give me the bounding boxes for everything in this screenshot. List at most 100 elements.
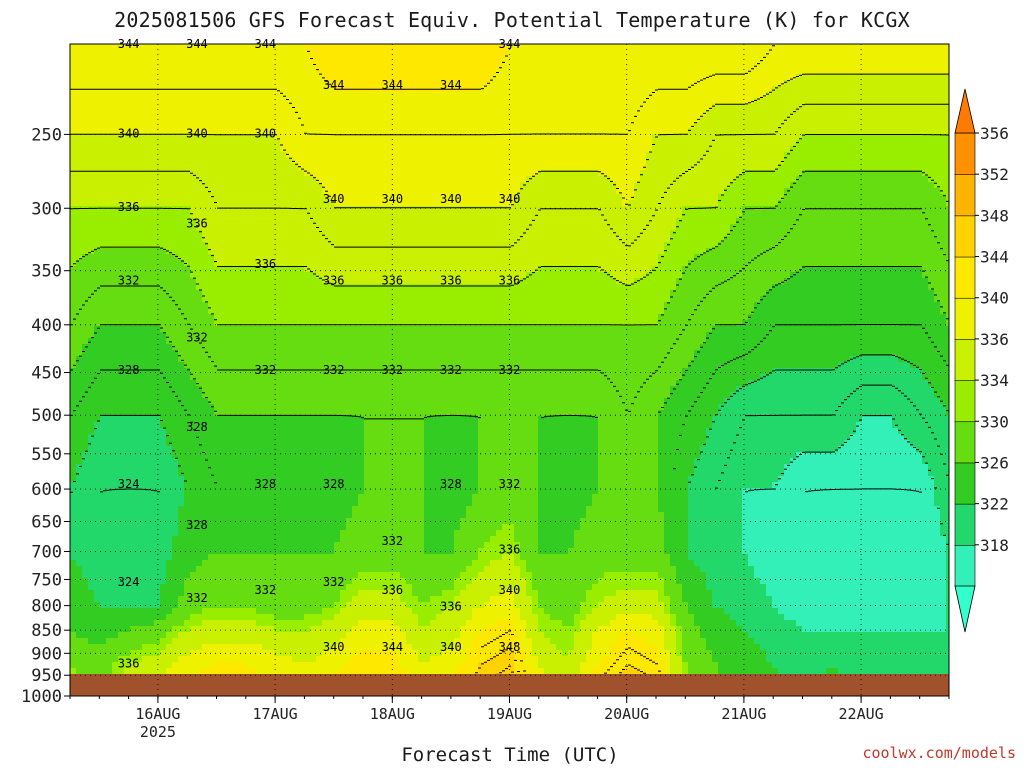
heat-cell bbox=[220, 224, 227, 231]
heat-cell bbox=[82, 74, 89, 81]
heat-cell bbox=[118, 74, 125, 81]
heat-cell bbox=[790, 236, 797, 243]
heat-cell bbox=[106, 230, 113, 237]
heat-cell bbox=[472, 158, 479, 165]
heat-cell bbox=[844, 206, 851, 213]
heat-cell bbox=[766, 182, 773, 189]
heat-cell bbox=[190, 104, 197, 111]
heat-cell bbox=[754, 224, 761, 231]
heat-cell bbox=[760, 50, 767, 57]
heat-cell bbox=[880, 116, 887, 123]
heat-cell bbox=[844, 62, 851, 69]
heat-cell bbox=[430, 134, 437, 141]
heat-cell bbox=[838, 170, 845, 177]
heat-cell bbox=[946, 116, 949, 123]
heat-cell bbox=[778, 206, 785, 213]
heat-cell bbox=[658, 164, 665, 171]
heat-cell bbox=[742, 152, 749, 159]
heat-cell bbox=[358, 152, 365, 159]
heat-cell bbox=[778, 104, 785, 111]
heat-cell bbox=[466, 146, 473, 153]
heat-cell bbox=[862, 230, 869, 237]
heat-cell bbox=[286, 218, 293, 225]
heat-cell bbox=[682, 116, 689, 123]
heat-cell bbox=[526, 98, 533, 105]
heat-cell bbox=[700, 224, 707, 231]
heat-cell bbox=[298, 218, 305, 225]
heat-cell bbox=[622, 176, 629, 183]
heat-cell bbox=[484, 140, 491, 147]
heat-cell bbox=[616, 158, 623, 165]
heat-cell bbox=[934, 188, 941, 195]
heat-cell bbox=[916, 74, 923, 81]
heat-cell bbox=[304, 152, 311, 159]
heat-cell bbox=[154, 164, 161, 171]
heat-cell bbox=[148, 128, 155, 135]
heat-cell bbox=[496, 158, 503, 165]
heat-cell bbox=[658, 200, 665, 207]
heat-cell bbox=[658, 206, 665, 213]
heat-cell bbox=[832, 128, 839, 135]
heat-cell bbox=[880, 212, 887, 219]
heat-cell bbox=[592, 44, 599, 51]
heat-cell bbox=[496, 176, 503, 183]
heat-cell bbox=[946, 50, 949, 57]
heat-cell bbox=[340, 218, 347, 225]
heat-cell bbox=[370, 200, 377, 207]
heat-cell bbox=[694, 80, 701, 87]
heat-cell bbox=[556, 158, 563, 165]
heat-cell bbox=[94, 170, 101, 177]
heat-cell bbox=[328, 188, 335, 195]
heat-cell bbox=[748, 146, 755, 153]
heat-cell bbox=[352, 44, 359, 51]
heat-cell bbox=[94, 128, 101, 135]
heat-cell bbox=[472, 152, 479, 159]
heat-cell bbox=[676, 134, 683, 141]
heat-cell bbox=[898, 50, 905, 57]
heat-cell bbox=[712, 86, 719, 93]
heat-cell bbox=[220, 182, 227, 189]
heat-cell bbox=[844, 128, 851, 135]
heat-cell bbox=[778, 92, 785, 99]
heat-cell bbox=[760, 158, 767, 165]
heat-cell bbox=[316, 218, 323, 225]
heat-cell bbox=[184, 188, 191, 195]
heat-cell bbox=[310, 164, 317, 171]
heat-cell bbox=[100, 182, 107, 189]
heat-cell bbox=[292, 92, 299, 99]
heat-cell bbox=[442, 68, 449, 75]
heat-cell bbox=[166, 182, 173, 189]
heat-cell bbox=[838, 86, 845, 93]
heat-cell bbox=[532, 152, 539, 159]
heat-cell bbox=[682, 230, 689, 237]
heat-cell bbox=[532, 188, 539, 195]
heat-cell bbox=[100, 146, 107, 153]
heat-cell bbox=[874, 158, 881, 165]
heat-cell bbox=[748, 194, 755, 201]
heat-cell bbox=[88, 74, 95, 81]
heat-cell bbox=[658, 92, 665, 99]
heat-cell bbox=[436, 200, 443, 207]
heat-cell bbox=[808, 212, 815, 219]
heat-cell bbox=[298, 92, 305, 99]
heat-cell bbox=[880, 122, 887, 129]
heat-cell bbox=[934, 122, 941, 129]
heat-cell bbox=[832, 224, 839, 231]
heat-cell bbox=[496, 110, 503, 117]
heat-cell bbox=[556, 152, 563, 159]
heat-cell bbox=[280, 56, 287, 63]
heat-cell bbox=[460, 236, 467, 243]
heat-cell bbox=[604, 80, 611, 87]
heat-cell bbox=[784, 206, 791, 213]
heat-cell bbox=[568, 98, 575, 105]
heat-cell bbox=[94, 230, 101, 237]
heat-cell bbox=[478, 86, 485, 93]
heat-cell bbox=[862, 128, 869, 135]
heat-cell bbox=[328, 110, 335, 117]
heat-cell bbox=[418, 98, 425, 105]
heat-cell bbox=[76, 194, 83, 201]
heat-cell bbox=[418, 62, 425, 69]
heat-cell bbox=[682, 56, 689, 63]
heat-cell bbox=[712, 134, 719, 141]
heat-cell bbox=[832, 194, 839, 201]
